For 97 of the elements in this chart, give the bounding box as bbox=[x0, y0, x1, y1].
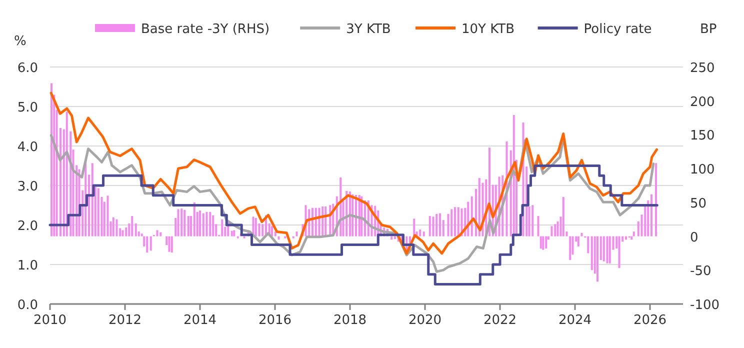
bar bbox=[202, 213, 204, 236]
y2-axis-title: BP bbox=[700, 22, 717, 37]
bar bbox=[457, 207, 460, 236]
y-tick-label: 5.0 bbox=[17, 100, 38, 116]
bar bbox=[177, 209, 180, 236]
bar bbox=[422, 232, 425, 236]
bar bbox=[569, 236, 572, 260]
bar bbox=[184, 210, 186, 236]
bar bbox=[206, 212, 208, 236]
bar bbox=[168, 236, 170, 252]
legend-label: 10Y KTB bbox=[462, 22, 514, 37]
bar bbox=[187, 216, 190, 236]
bar bbox=[170, 236, 173, 253]
bar bbox=[587, 236, 590, 254]
bar bbox=[542, 236, 544, 250]
bar bbox=[221, 219, 224, 236]
y-tick-label: 0.0 bbox=[17, 298, 38, 313]
bar bbox=[122, 230, 124, 236]
bar bbox=[618, 236, 620, 268]
bar bbox=[602, 236, 605, 262]
bar bbox=[209, 212, 212, 236]
bar bbox=[562, 197, 564, 236]
bar bbox=[125, 227, 128, 236]
bar bbox=[150, 236, 152, 251]
y-tick-label: 2.0 bbox=[17, 219, 38, 234]
x-tick-label: 2014 bbox=[183, 313, 217, 328]
y-axis-title: % bbox=[14, 34, 26, 49]
bar bbox=[233, 230, 236, 236]
bar bbox=[419, 230, 422, 236]
bar bbox=[554, 224, 556, 236]
line-series bbox=[50, 92, 658, 255]
y2-tick-label: -50 bbox=[690, 264, 712, 280]
bar bbox=[650, 194, 652, 236]
x-tick-label: 2018 bbox=[333, 313, 367, 328]
bar bbox=[212, 215, 214, 236]
bar bbox=[577, 236, 580, 246]
bar bbox=[116, 219, 118, 236]
y2-tick-label: -100 bbox=[690, 298, 720, 313]
bar bbox=[156, 230, 158, 236]
y-tick-label: 3.0 bbox=[17, 180, 38, 194]
bar bbox=[394, 236, 396, 239]
bar bbox=[655, 163, 657, 236]
bar bbox=[537, 216, 540, 236]
y2-tick-label: 0 bbox=[690, 230, 698, 246]
bar bbox=[632, 232, 635, 236]
legend-label: Policy rate bbox=[584, 22, 652, 37]
y2-tick-label: 200 bbox=[690, 94, 715, 110]
y2-tick-label: 150 bbox=[690, 128, 715, 144]
bar bbox=[590, 236, 593, 270]
bar bbox=[91, 163, 94, 236]
bar bbox=[450, 209, 453, 236]
y-tick-label: 6.0 bbox=[17, 61, 38, 76]
bar bbox=[550, 226, 553, 236]
bar bbox=[134, 223, 137, 236]
y2-tick-label: 50 bbox=[690, 196, 707, 212]
bar bbox=[436, 214, 438, 236]
bar bbox=[540, 236, 542, 248]
bar bbox=[199, 210, 201, 236]
bar bbox=[160, 232, 162, 236]
bar bbox=[146, 236, 148, 253]
bar bbox=[606, 236, 608, 264]
x-tick-label: 2010 bbox=[33, 313, 67, 328]
y-tick-label: 4.0 bbox=[17, 140, 38, 155]
bar bbox=[230, 230, 233, 236]
bar bbox=[439, 213, 441, 236]
legend-label: 3Y KTB bbox=[346, 22, 391, 37]
x-tick-label: 2024 bbox=[558, 313, 592, 328]
bar bbox=[140, 234, 143, 236]
x-tick-label: 2016 bbox=[258, 313, 292, 328]
bar bbox=[296, 232, 298, 236]
bar bbox=[50, 83, 52, 236]
legend-label: Base rate -3Y (RHS) bbox=[141, 22, 270, 37]
bar bbox=[608, 236, 611, 264]
bar bbox=[193, 202, 196, 236]
bar bbox=[97, 188, 100, 236]
bar bbox=[454, 207, 456, 236]
bar bbox=[532, 205, 534, 236]
x-tick-label: 2022 bbox=[483, 313, 517, 328]
y-tick-label: 1.0 bbox=[17, 258, 38, 274]
x-tick-label: 2012 bbox=[108, 313, 142, 328]
x-tick-label: 2026 bbox=[633, 313, 667, 328]
bar bbox=[428, 216, 431, 236]
bar bbox=[478, 178, 480, 236]
y2-tick-label: 250 bbox=[690, 61, 715, 76]
bar bbox=[545, 236, 548, 248]
bar bbox=[112, 217, 114, 236]
bar bbox=[106, 196, 109, 236]
bar bbox=[180, 208, 183, 236]
bar bbox=[470, 196, 473, 236]
bar bbox=[271, 226, 273, 236]
y2-tick-label: 100 bbox=[690, 162, 715, 178]
x-tick-label: 2020 bbox=[408, 313, 442, 328]
bar bbox=[131, 216, 134, 236]
bar bbox=[596, 236, 598, 282]
bar bbox=[580, 232, 583, 236]
bar bbox=[432, 216, 434, 236]
bar bbox=[254, 218, 257, 236]
